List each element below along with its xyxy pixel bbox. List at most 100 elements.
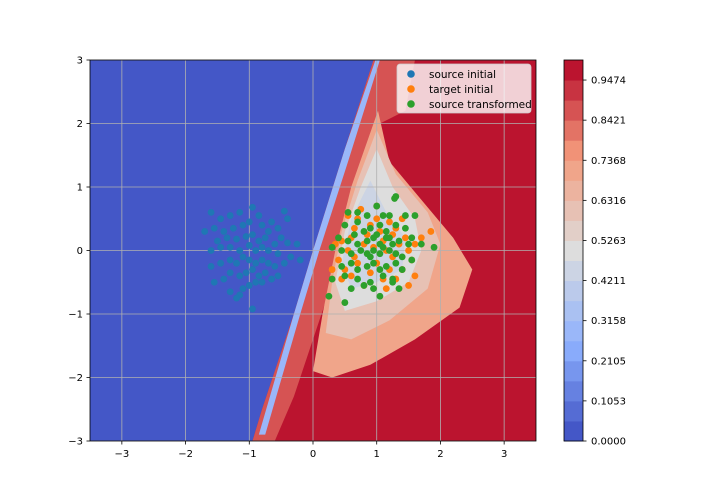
point-source-transformed <box>354 218 361 226</box>
point-source-transformed <box>386 234 393 242</box>
point-source-initial <box>249 266 256 273</box>
legend-label-target-initial: target initial <box>429 84 493 96</box>
point-source-transformed <box>357 247 365 254</box>
point-source-transformed <box>391 195 398 202</box>
point-source-transformed <box>335 234 342 242</box>
colorbar-tick-label: 0.8421 <box>591 116 626 127</box>
grid <box>90 60 536 441</box>
point-source-transformed <box>430 243 438 251</box>
point-source-initial <box>233 235 240 243</box>
point-source-transformed <box>370 259 377 267</box>
point-source-initial <box>239 253 247 261</box>
x-tick-label: 2 <box>437 449 443 460</box>
colorbar-band <box>564 360 583 382</box>
point-source-transformed <box>395 285 403 292</box>
point-source-transformed <box>386 247 393 254</box>
point-source-transformed <box>341 272 349 280</box>
x-tick-label: 3 <box>501 449 507 460</box>
point-source-transformed <box>344 209 352 216</box>
point-target-initial <box>335 256 342 264</box>
colorbar-band <box>564 120 583 141</box>
colorbar-tick-label: 0.0000 <box>591 437 626 448</box>
point-source-transformed <box>379 272 387 280</box>
point-source-transformed <box>373 202 381 210</box>
colorbar-band <box>564 260 583 282</box>
plot-area: −3 −2 −1 0 1 2 3 −3 −2 −1 0 1 2 3 <box>68 56 537 460</box>
point-target-initial <box>351 224 358 232</box>
point-source-initial <box>229 224 237 232</box>
x-tick-label: 0 <box>310 449 316 460</box>
point-source-transformed <box>392 250 400 258</box>
point-source-initial <box>277 234 285 242</box>
colorbar-band <box>564 100 583 121</box>
colorbar-band <box>564 140 583 161</box>
point-source-initial <box>210 278 218 286</box>
point-source-initial <box>268 218 275 226</box>
point-source-transformed <box>398 253 406 261</box>
scatter-points <box>201 193 438 313</box>
point-source-initial <box>268 275 275 283</box>
x-tick-label: −3 <box>114 449 129 460</box>
point-source-initial <box>258 256 266 264</box>
point-source-initial <box>255 212 263 219</box>
point-source-initial <box>226 212 234 219</box>
point-source-initial <box>284 215 291 223</box>
point-target-initial <box>405 247 412 254</box>
point-source-transformed <box>376 292 384 300</box>
point-source-initial <box>245 256 253 264</box>
point-source-initial <box>217 243 225 251</box>
colorbar-band <box>564 200 583 221</box>
point-source-initial <box>258 221 266 229</box>
point-source-initial <box>226 256 234 264</box>
point-source-initial <box>296 256 304 264</box>
y-tick-label: 1 <box>77 183 83 194</box>
point-source-initial <box>274 272 282 280</box>
point-source-transformed <box>328 275 336 283</box>
point-target-initial <box>401 234 409 242</box>
point-source-transformed <box>360 282 368 289</box>
point-source-initial <box>252 278 260 286</box>
point-source-transformed <box>382 228 390 235</box>
point-source-initial <box>207 247 215 254</box>
y-tick-label: 3 <box>77 56 83 67</box>
y-tick-label: −3 <box>68 437 83 448</box>
point-source-initial <box>223 234 231 242</box>
point-source-transformed <box>354 275 361 283</box>
y-tick-label: 2 <box>77 119 83 130</box>
point-source-transformed <box>376 221 384 229</box>
point-source-transformed <box>366 253 374 261</box>
point-source-transformed <box>363 262 371 270</box>
colorbar-tick-label: 0.2105 <box>591 356 626 367</box>
point-target-initial <box>427 228 435 235</box>
point-source-initial <box>258 243 266 251</box>
point-target-initial <box>417 234 425 242</box>
point-source-transformed <box>341 221 349 229</box>
point-source-initial <box>201 228 209 235</box>
colorbar-band <box>564 160 583 181</box>
point-source-transformed <box>395 237 403 245</box>
point-source-transformed <box>376 266 384 273</box>
point-source-initial <box>207 262 215 270</box>
point-source-initial <box>242 233 250 240</box>
colorbar-tick-label: 0.6316 <box>591 196 626 207</box>
point-source-initial <box>236 209 244 216</box>
colorbar-tick-label: 0.9474 <box>591 76 626 87</box>
point-source-transformed <box>411 212 419 219</box>
point-source-transformed <box>363 237 371 245</box>
point-source-transformed <box>373 231 381 239</box>
colorbar-band <box>564 80 583 101</box>
point-source-transformed <box>363 212 371 219</box>
x-tick-label: −1 <box>242 449 257 460</box>
point-source-initial <box>236 247 244 254</box>
point-source-transformed <box>338 262 346 270</box>
point-source-transformed <box>354 209 361 216</box>
x-tick-label: 1 <box>374 449 380 460</box>
point-source-initial <box>249 203 256 211</box>
point-source-initial <box>239 221 247 229</box>
legend-label-source-initial: source initial <box>429 69 496 81</box>
point-source-transformed <box>401 212 409 219</box>
colorbar-band <box>564 240 583 262</box>
point-source-transformed <box>379 212 387 219</box>
colorbar-ticks: 0.0000 0.1053 0.2105 0.3158 0.4211 0.5263 0.63… <box>583 76 626 448</box>
legend-marker-source-initial <box>407 70 415 78</box>
